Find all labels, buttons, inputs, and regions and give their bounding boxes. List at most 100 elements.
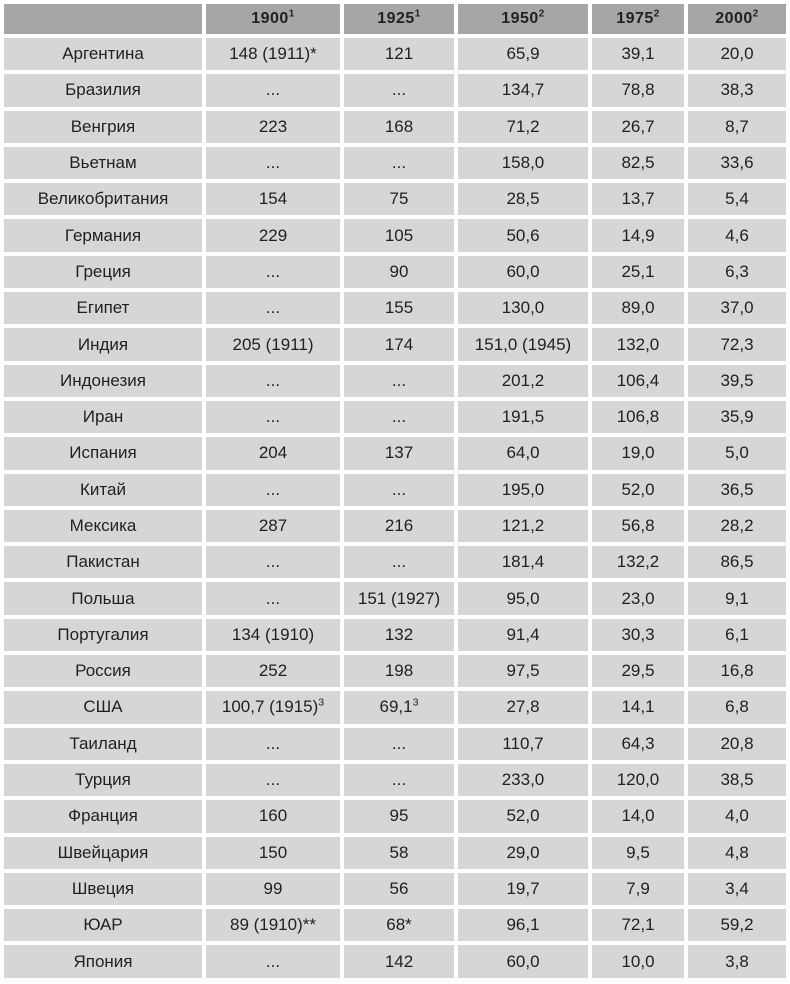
- value-cell: 39,5: [688, 364, 786, 397]
- value-cell: 132,0: [592, 328, 684, 361]
- value-cell: 201,2: [458, 364, 588, 397]
- value-cell: ...: [206, 763, 340, 797]
- value-cell: 205 (1911): [206, 328, 340, 361]
- value-cell: 5,0: [688, 437, 786, 470]
- table-row: США 100,7 (1915)3 69,13 27,8 14,1 6,8: [4, 691, 786, 724]
- value-cell: 29,5: [592, 655, 684, 688]
- value-cell: 36,5: [688, 473, 786, 506]
- country-cell: США: [4, 691, 202, 724]
- value-cell: 100,7 (1915)3: [206, 691, 340, 724]
- value-cell: ...: [206, 292, 340, 325]
- value-cell: ...: [344, 763, 454, 797]
- value-cell: 148 (1911)*: [206, 38, 340, 71]
- value-cell: 106,8: [592, 400, 684, 434]
- value-cell: 137: [344, 437, 454, 470]
- table-row: Германия 229 105 50,6 14,9 4,6: [4, 219, 786, 252]
- country-cell: Бразилия: [4, 74, 202, 107]
- value-cell: 132: [344, 618, 454, 652]
- value-cell: 130,0: [458, 292, 588, 325]
- value-cell: 95,0: [458, 582, 588, 615]
- value-cell: 30,3: [592, 618, 684, 652]
- country-cell: Венгрия: [4, 110, 202, 143]
- value-cell: ...: [206, 945, 340, 978]
- table-row: Греция... 90 60,0 25,1 6,3: [4, 255, 786, 289]
- value-cell: 97,5: [458, 655, 588, 688]
- header-row: 19001 19251 19502 19752 20002: [4, 4, 786, 34]
- value-cell: 20,0: [688, 38, 786, 71]
- value-cell: ...: [344, 727, 454, 760]
- value-cell: 3,4: [688, 872, 786, 906]
- value-cell: 3,8: [688, 945, 786, 978]
- value-cell: 4,8: [688, 836, 786, 869]
- table-row: Египет... 155 130,0 89,0 37,0: [4, 292, 786, 325]
- value-cell: 168: [344, 110, 454, 143]
- country-cell: Вьетнам: [4, 146, 202, 180]
- value-cell: 26,7: [592, 110, 684, 143]
- footnote-marker: 2: [653, 8, 660, 20]
- value-cell: 6,8: [688, 691, 786, 724]
- table-row: Швейцария 150 58 29,0 9,5 4,8: [4, 836, 786, 869]
- value-cell: 223: [206, 110, 340, 143]
- value-cell: 14,9: [592, 219, 684, 252]
- value-cell: 6,3: [688, 255, 786, 289]
- country-cell: Португалия: [4, 618, 202, 652]
- table-row: Индия 205 (1911) 174 151,0 (1945) 132,0 72,3: [4, 328, 786, 361]
- value-cell: 23,0: [592, 582, 684, 615]
- country-cell: Китай: [4, 473, 202, 506]
- value-cell: 9,5: [592, 836, 684, 869]
- table-row: Турция...... 233,0 120,0 38,5: [4, 763, 786, 797]
- country-cell: Великобритания: [4, 183, 202, 216]
- value-cell: 52,0: [458, 800, 588, 833]
- value-cell: 50,6: [458, 219, 588, 252]
- value-cell: 39,1: [592, 38, 684, 71]
- value-cell: 120,0: [592, 763, 684, 797]
- value-cell: 59,2: [688, 909, 786, 942]
- value-cell: ...: [344, 146, 454, 180]
- table-row: Бразилия...... 134,7 78,8 38,3: [4, 74, 786, 107]
- country-cell: Индия: [4, 328, 202, 361]
- value-cell: 28,5: [458, 183, 588, 216]
- value-cell: 96,1: [458, 909, 588, 942]
- year-label: 2000: [715, 10, 753, 27]
- value-cell: 14,0: [592, 800, 684, 833]
- value-cell: 75: [344, 183, 454, 216]
- value-cell: 150: [206, 836, 340, 869]
- value-cell: 37,0: [688, 292, 786, 325]
- value-cell: 204: [206, 437, 340, 470]
- table-row: Мексика 287 216 121,2 56,8 28,2: [4, 509, 786, 543]
- country-cell: Аргентина: [4, 38, 202, 71]
- value-cell: 110,7: [458, 727, 588, 760]
- value-cell: ...: [206, 473, 340, 506]
- col-header-1900: 19001: [206, 4, 340, 34]
- country-cell: Индонезия: [4, 364, 202, 397]
- value-cell: 198: [344, 655, 454, 688]
- col-header-2000: 20002: [688, 4, 786, 34]
- value-cell: ...: [206, 546, 340, 579]
- value-cell: 7,9: [592, 872, 684, 906]
- value-cell: 158,0: [458, 146, 588, 180]
- value-cell: 155: [344, 292, 454, 325]
- table-row: Франция 160 95 52,0 14,0 4,0: [4, 800, 786, 833]
- table-row: Аргентина 148 (1911)* 121 65,9 39,1 20,0: [4, 38, 786, 71]
- table-row: Пакистан...... 181,4 132,2 86,5: [4, 546, 786, 579]
- value-cell: 95: [344, 800, 454, 833]
- table-row: Великобритания 154 75 28,5 13,7 5,4: [4, 183, 786, 216]
- value-cell: 13,7: [592, 183, 684, 216]
- country-cell: Швейцария: [4, 836, 202, 869]
- value-cell: 25,1: [592, 255, 684, 289]
- value-cell: 121,2: [458, 509, 588, 543]
- value-cell: 8,7: [688, 110, 786, 143]
- table-row: Венгрия 223 168 71,2 26,7 8,7: [4, 110, 786, 143]
- table-body: Аргентина 148 (1911)* 121 65,9 39,1 20,0 Брази…: [4, 38, 786, 978]
- value-cell: 252: [206, 655, 340, 688]
- country-cell: Германия: [4, 219, 202, 252]
- value-cell: 16,8: [688, 655, 786, 688]
- value-cell: 10,0: [592, 945, 684, 978]
- country-cell: Египет: [4, 292, 202, 325]
- value-cell: 64,0: [458, 437, 588, 470]
- value-cell: 106,4: [592, 364, 684, 397]
- table-row: Иран...... 191,5 106,8 35,9: [4, 400, 786, 434]
- country-cell: Польша: [4, 582, 202, 615]
- value-cell: 89 (1910)**: [206, 909, 340, 942]
- year-label: 1925: [377, 10, 415, 27]
